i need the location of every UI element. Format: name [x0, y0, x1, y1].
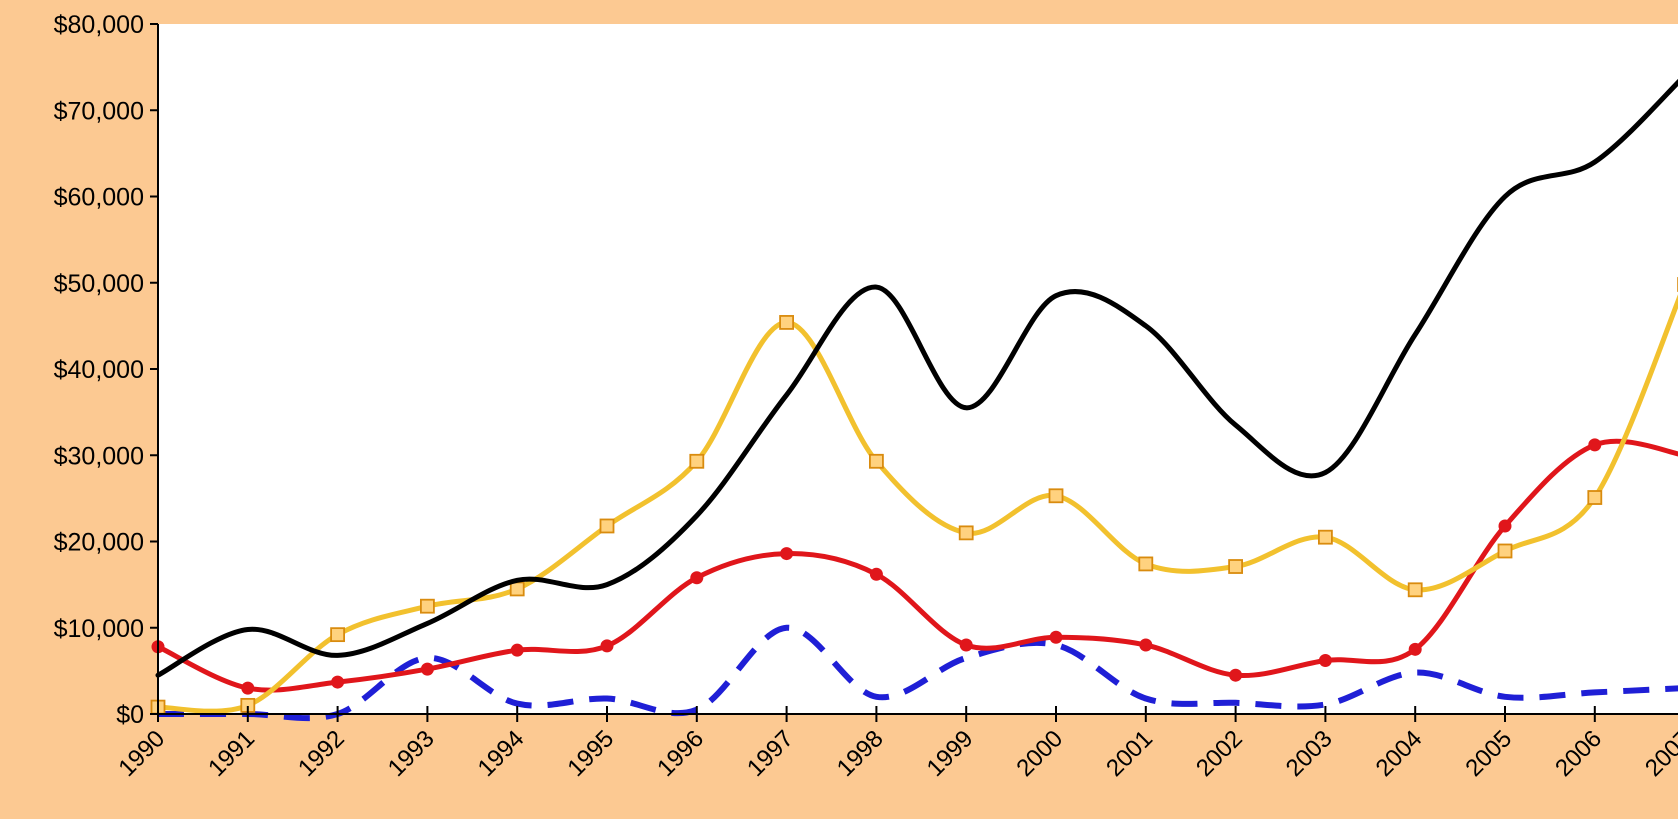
x-tick-label: 2005 — [1460, 725, 1517, 782]
plot-area — [158, 24, 1678, 714]
data-point — [1318, 654, 1332, 668]
x-tick-label: 1999 — [922, 725, 979, 782]
series-1 — [150, 277, 1678, 715]
y-tick-label: $10,000 — [54, 615, 144, 643]
y-tick-label: $50,000 — [54, 270, 144, 298]
y-tick-label: $0 — [116, 701, 144, 729]
data-point — [1049, 630, 1063, 644]
y-tick-label: $30,000 — [54, 442, 144, 470]
x-tick-label: 2000 — [1011, 725, 1068, 782]
data-point — [869, 453, 884, 469]
data-point — [1587, 490, 1603, 505]
x-tick-label: 1993 — [383, 725, 440, 782]
data-point — [1139, 638, 1153, 652]
data-point — [1138, 556, 1154, 572]
data-point — [1588, 438, 1602, 452]
data-point — [1498, 519, 1512, 533]
x-tick-label: 2007 — [1640, 725, 1678, 782]
x-tick-label: 2002 — [1191, 725, 1248, 782]
data-point — [420, 662, 434, 676]
series-layer — [150, 78, 1678, 722]
x-tick-label: 2004 — [1371, 725, 1428, 782]
series-line — [155, 78, 1678, 678]
data-point — [1229, 668, 1243, 682]
data-point — [241, 681, 255, 695]
data-point — [599, 518, 615, 534]
x-tick-label: 1991 — [203, 725, 260, 782]
data-point — [869, 567, 883, 581]
data-point — [1228, 559, 1243, 574]
data-point — [600, 639, 614, 653]
data-point — [689, 453, 705, 469]
data-point — [1318, 529, 1333, 545]
y-tick-label: $70,000 — [54, 97, 144, 125]
data-point — [331, 675, 345, 689]
x-tick-label: 1997 — [742, 725, 799, 782]
x-tick-label: 1998 — [832, 725, 889, 782]
data-point — [1048, 488, 1064, 504]
y-tick-label: $20,000 — [54, 529, 144, 557]
x-tick-label: 1992 — [293, 725, 350, 782]
y-tick-label: $60,000 — [54, 184, 144, 212]
x-tick-label: 1990 — [113, 725, 170, 782]
data-point — [780, 547, 794, 561]
x-tick-label: 1996 — [652, 725, 709, 782]
data-point — [779, 315, 794, 330]
data-point — [1497, 543, 1513, 559]
y-tick-label: $40,000 — [54, 356, 144, 384]
series-2 — [151, 438, 1678, 695]
data-point — [510, 643, 524, 657]
data-point — [958, 525, 974, 541]
data-point — [509, 581, 525, 597]
x-tick-label: 2001 — [1101, 725, 1158, 782]
data-point — [690, 571, 704, 585]
x-tick-label: 1995 — [562, 725, 619, 782]
series-0 — [155, 78, 1678, 678]
data-point — [959, 638, 973, 652]
y-tick-label: $80,000 — [54, 11, 144, 39]
x-tick-label: 1994 — [473, 725, 530, 782]
x-tick-label: 2003 — [1281, 725, 1338, 782]
data-point — [1408, 642, 1422, 656]
data-point — [1407, 582, 1423, 598]
data-point — [419, 598, 435, 614]
x-tick-label: 2006 — [1550, 725, 1607, 782]
data-point — [330, 627, 346, 643]
